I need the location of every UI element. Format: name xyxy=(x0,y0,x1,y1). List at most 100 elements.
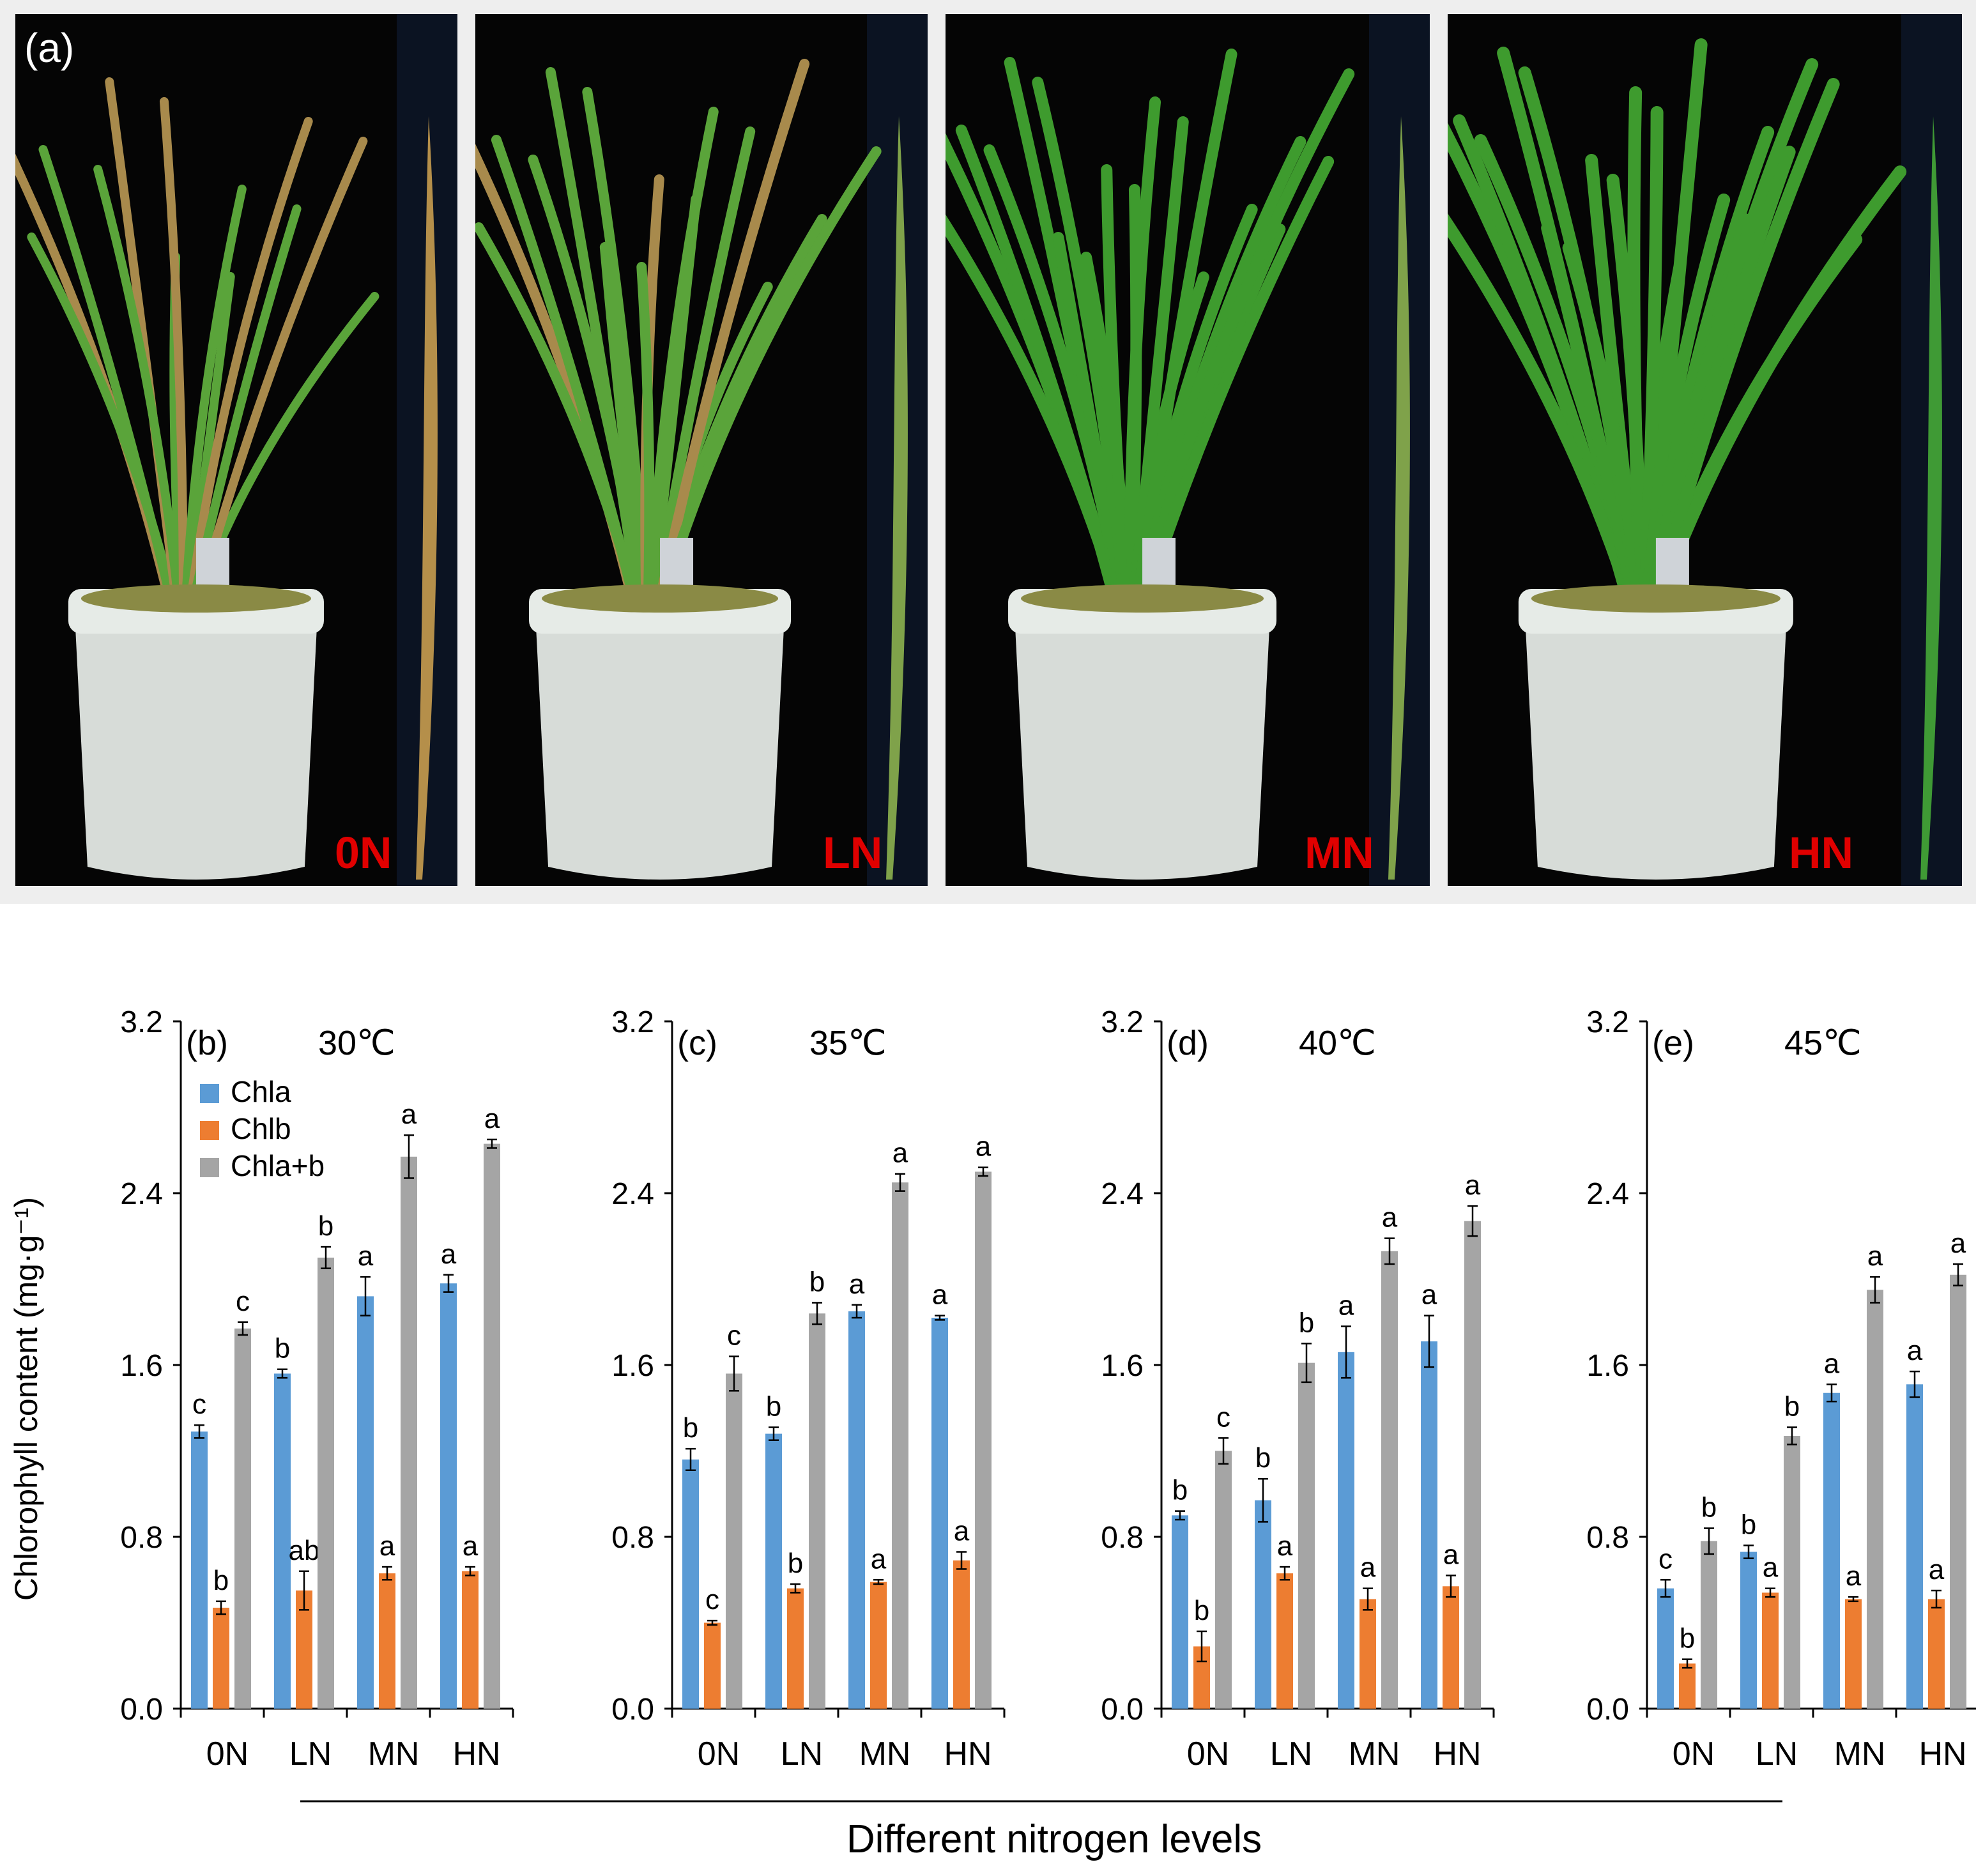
y-tick-label: 0.8 xyxy=(611,1521,654,1555)
chla-bar xyxy=(931,1318,948,1709)
panel-label: (e) xyxy=(1652,1024,1694,1062)
pot-soil xyxy=(1531,584,1781,613)
chlb-bar xyxy=(1928,1599,1945,1709)
significance-letter: a xyxy=(1907,1335,1923,1366)
photo-illustration xyxy=(475,14,928,886)
y-tick-label: 0.0 xyxy=(1586,1693,1629,1727)
pot-soil xyxy=(80,584,311,613)
leaf xyxy=(582,87,650,613)
chlab-bar xyxy=(234,1328,251,1709)
chla-bar xyxy=(1421,1341,1437,1709)
significance-letter: b xyxy=(1701,1492,1717,1523)
chlab-bar xyxy=(1701,1541,1717,1709)
chlab-bar xyxy=(318,1257,334,1709)
significance-letter: b xyxy=(275,1333,290,1364)
chla-bar xyxy=(848,1311,865,1709)
leaf xyxy=(159,97,188,613)
chlab-bar xyxy=(484,1143,500,1709)
chla-bar xyxy=(274,1373,291,1709)
leaf xyxy=(1125,184,1142,614)
chlb-bar xyxy=(1845,1599,1862,1709)
panel-label: (c) xyxy=(677,1024,717,1062)
chlab-bar xyxy=(975,1171,992,1709)
chlb-bar xyxy=(1762,1592,1779,1709)
significance-letter: b xyxy=(318,1210,333,1242)
significance-letter: b xyxy=(1255,1442,1271,1474)
chla-bar xyxy=(1255,1500,1271,1709)
plant-photo-mn xyxy=(946,14,1430,886)
y-tick-label: 0.0 xyxy=(120,1693,163,1727)
panel-title: 30℃ xyxy=(318,1024,395,1062)
legend-label-chla: Chla xyxy=(231,1075,291,1108)
chlab-bar xyxy=(1381,1251,1398,1709)
chlb-bar xyxy=(704,1622,721,1709)
photo-tag-ln: LN xyxy=(823,828,883,878)
chlab-bar xyxy=(1867,1290,1883,1709)
y-tick-label: 1.6 xyxy=(1586,1349,1629,1383)
leaf xyxy=(1641,38,1708,614)
chlab-bar xyxy=(726,1373,742,1709)
photo-tag-hn: HN xyxy=(1789,828,1854,878)
significance-letter: a xyxy=(871,1543,887,1575)
y-tick-label: 0.8 xyxy=(120,1521,163,1555)
significance-letter: a xyxy=(484,1103,500,1134)
detached-leaf xyxy=(416,116,438,880)
significance-letter: a xyxy=(1443,1539,1459,1571)
chart-panel-4: 0.00.81.62.43.2(e) 45℃0NcbbLNbabMNaaaHNaa… xyxy=(1586,1005,1976,1773)
panel-label: (d) xyxy=(1167,1024,1209,1062)
significance-letter: b xyxy=(809,1266,825,1297)
leaf xyxy=(1648,78,1840,614)
panel-label-a: (a) xyxy=(24,25,75,71)
significance-letter: c xyxy=(727,1320,741,1352)
pot-soil xyxy=(542,584,779,613)
significance-letter: a xyxy=(954,1516,970,1547)
y-tick-label: 1.6 xyxy=(120,1349,163,1383)
y-tick-label: 3.2 xyxy=(611,1005,654,1039)
significance-letter: a xyxy=(1277,1530,1293,1562)
chlab-bar xyxy=(1464,1221,1481,1709)
chla-bar xyxy=(682,1459,699,1709)
plant-photo-hn xyxy=(1448,14,1962,886)
photo-illustration xyxy=(946,14,1430,886)
chla-bar xyxy=(1172,1515,1188,1709)
chlb-bar xyxy=(1359,1599,1376,1709)
significance-letter: b xyxy=(1299,1307,1314,1338)
significance-letter: b xyxy=(788,1548,803,1579)
leaf xyxy=(27,233,180,613)
significance-letter: a xyxy=(1382,1202,1398,1233)
chart-panel-3: 0.00.81.62.43.2(d) 40℃0NbbcLNbabMNaaaHNaa… xyxy=(1101,1005,1495,1773)
chlab-bar xyxy=(809,1313,825,1709)
leaf xyxy=(475,222,643,613)
significance-letter: a xyxy=(401,1099,417,1130)
chlb-bar xyxy=(953,1560,970,1709)
leaf xyxy=(1128,116,1189,614)
y-tick-label: 0.8 xyxy=(1586,1521,1629,1555)
x-tick-label: HN xyxy=(944,1735,992,1773)
y-tick-label: 2.4 xyxy=(120,1177,163,1211)
significance-letter: a xyxy=(1824,1348,1840,1379)
chlab-bar xyxy=(1784,1435,1800,1709)
chla-bar xyxy=(191,1431,208,1709)
significance-letter: c xyxy=(705,1584,719,1615)
chlb-bar xyxy=(462,1571,479,1709)
leaf xyxy=(1135,68,1355,614)
chla-bar xyxy=(1657,1588,1674,1709)
significance-letter: c xyxy=(1216,1401,1230,1433)
y-tick-label: 2.4 xyxy=(1586,1177,1629,1211)
chla-bar xyxy=(1906,1384,1923,1709)
chart-panel-1: 0.00.81.62.43.2(b) 30℃0NcbcLNbabbMNaaaHNa… xyxy=(120,1005,514,1773)
y-tick-label: 2.4 xyxy=(1101,1177,1144,1211)
chla-bar xyxy=(440,1283,457,1709)
chlb-bar xyxy=(1276,1573,1293,1709)
pot-body xyxy=(1015,614,1271,880)
chart-panel-2: 0.0 0.8 1.6 2.4 3.2 (c) 35℃ 0N b c c LN b b b MN a a a HN a a… xyxy=(611,1005,1006,1773)
leaf xyxy=(1131,49,1237,614)
photo-illustration xyxy=(1448,14,1962,886)
y-tick-label: 1.6 xyxy=(611,1349,654,1383)
leaf xyxy=(653,59,810,613)
pot-body xyxy=(1524,614,1787,880)
x-tick-label: HN xyxy=(1433,1735,1481,1773)
x-tick-label: HN xyxy=(1919,1735,1966,1773)
detached-leaf xyxy=(886,116,908,880)
panel-title: 40℃ xyxy=(1299,1024,1376,1062)
